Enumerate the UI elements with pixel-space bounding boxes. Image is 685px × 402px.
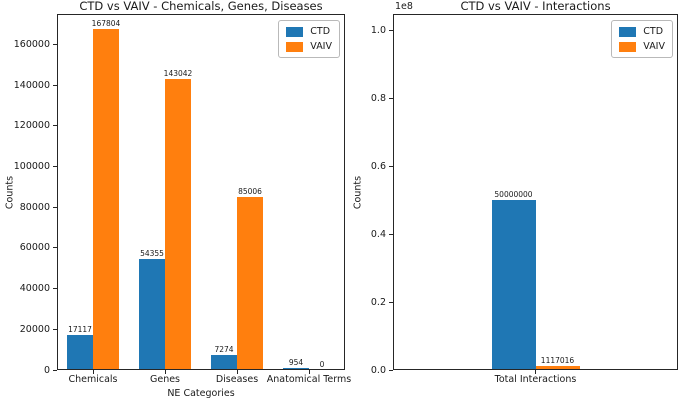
bar-vaiv [535,366,580,370]
y-tick-label: 0.4 [370,228,386,240]
y-tick-label: 60000 [19,242,50,254]
bar-vaiv [93,28,119,370]
y-tick-mark [389,166,393,168]
y-tick-label: 100000 [13,161,50,173]
legend: CTD VAIV [611,20,673,58]
x-tick-label: Diseases [215,374,259,385]
chart-title: CTD vs VAIV - Chemicals, Genes, Diseases [79,0,323,13]
y-tick-mark [53,369,57,371]
legend-label: CTD [310,26,331,37]
x-tick-label: Anatomical Terms [266,374,352,385]
x-tick-label: Total Interactions [494,374,577,385]
legend-entry: CTD [619,26,665,37]
y-tick-mark [389,301,393,303]
y-tick-label: 120000 [13,120,50,132]
y-tick-mark [53,44,57,45]
bar-value-label: 7274 [214,345,234,355]
legend-swatch-ctd [286,26,304,37]
x-tick-mark [535,370,536,374]
y-tick-mark [53,125,57,127]
bar-ctd [139,259,165,370]
bar-value-label: 50000000 [494,190,533,200]
y-tick-label: 0.6 [370,161,386,173]
y-tick-label: 20000 [19,323,50,335]
y-tick-label: 1.0 [370,25,386,37]
legend-label: VAIV [310,41,332,52]
chart-title: CTD vs VAIV - Interactions [460,0,611,13]
legend: CTD VAIV [278,20,340,58]
y-tick-mark [53,206,57,208]
x-tick-mark [164,370,166,374]
bar-vaiv [165,79,191,370]
y-tick-label: 160000 [13,39,50,50]
x-tick-label: Genes [149,374,181,385]
legend-entry: VAIV [619,41,665,52]
y-tick-mark [389,30,393,32]
y-tick-label: 140000 [13,79,50,91]
y-tick-mark [53,288,57,290]
y-tick-mark [53,247,57,249]
legend-swatch-ctd [619,26,637,37]
legend-entry: CTD [286,26,332,37]
bar-value-label: 85006 [238,187,262,197]
y-tick-mark [53,84,57,86]
bar-vaiv [237,197,263,370]
y-axis-label: Counts [352,175,364,209]
y-tick-mark [53,166,57,168]
x-tick-mark [236,370,238,374]
legend-label: VAIV [643,41,665,52]
bar-value-label: 0 [319,360,325,369]
y-tick-label: 80000 [19,201,50,213]
axis-offset-text: 1e8 [395,1,413,12]
legend-label: CTD [643,26,664,37]
y-tick-label: 0.0 [370,364,386,376]
y-tick-mark [389,233,393,235]
y-tick-mark [389,369,393,371]
bar-value-label: 143042 [163,69,193,79]
y-tick-label: 0.8 [370,93,386,105]
x-axis-label: NE Categories [167,388,235,399]
bar-ctd [67,335,93,370]
y-tick-mark [53,328,57,330]
legend-swatch-vaiv [619,41,637,52]
y-tick-label: 0.2 [370,296,386,308]
legend-entry: VAIV [286,41,332,52]
bar-value-label: 167804 [91,18,121,28]
bar-value-label: 54355 [140,249,164,259]
bar-value-label: 954 [288,358,304,368]
y-tick-mark [389,98,393,100]
legend-swatch-vaiv [286,41,304,52]
bar-ctd [491,200,536,370]
x-tick-label: Chemicals [68,374,118,385]
y-tick-label: 0 [43,364,50,376]
x-tick-mark [92,370,94,374]
y-tick-label: 40000 [19,283,50,295]
bar-ctd [211,355,237,370]
bar-value-label: 17117 [68,325,92,335]
x-tick-mark [308,370,310,374]
bar-value-label: 1117016 [540,356,575,366]
